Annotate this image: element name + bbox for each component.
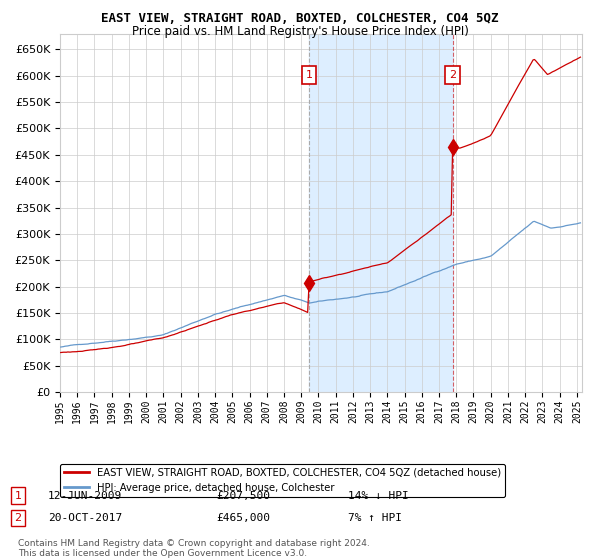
Text: 12-JUN-2009: 12-JUN-2009 <box>48 491 122 501</box>
Text: £465,000: £465,000 <box>216 513 270 523</box>
Text: This data is licensed under the Open Government Licence v3.0.: This data is licensed under the Open Gov… <box>18 549 307 558</box>
Legend: EAST VIEW, STRAIGHT ROAD, BOXTED, COLCHESTER, CO4 5QZ (detached house), HPI: Ave: EAST VIEW, STRAIGHT ROAD, BOXTED, COLCHE… <box>60 464 505 497</box>
Text: 2: 2 <box>14 513 22 523</box>
Text: £207,500: £207,500 <box>216 491 270 501</box>
Text: EAST VIEW, STRAIGHT ROAD, BOXTED, COLCHESTER, CO4 5QZ: EAST VIEW, STRAIGHT ROAD, BOXTED, COLCHE… <box>101 12 499 25</box>
Text: 1: 1 <box>14 491 22 501</box>
Text: Contains HM Land Registry data © Crown copyright and database right 2024.: Contains HM Land Registry data © Crown c… <box>18 539 370 548</box>
Text: 20-OCT-2017: 20-OCT-2017 <box>48 513 122 523</box>
Text: 7% ↑ HPI: 7% ↑ HPI <box>348 513 402 523</box>
Bar <box>309 34 452 392</box>
Text: Price paid vs. HM Land Registry's House Price Index (HPI): Price paid vs. HM Land Registry's House … <box>131 25 469 38</box>
Text: 2: 2 <box>449 70 456 80</box>
Text: 14% ↓ HPI: 14% ↓ HPI <box>348 491 409 501</box>
Text: 1: 1 <box>305 70 313 80</box>
